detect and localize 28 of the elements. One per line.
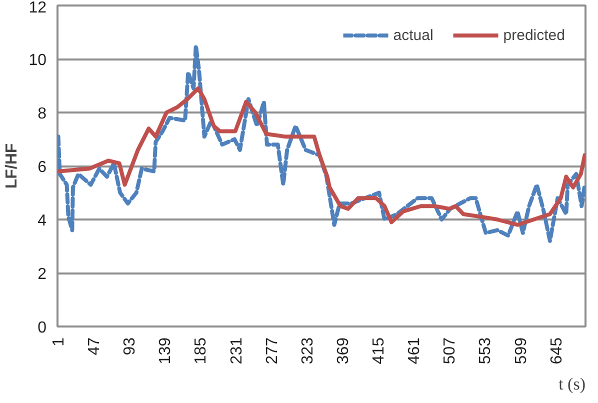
- line-series: [58, 86, 586, 227]
- y-tick-label: 2: [38, 266, 47, 283]
- legend-label: actual: [393, 26, 434, 44]
- x-tick-label: 461: [406, 337, 424, 364]
- x-tick-label: 231: [228, 337, 246, 364]
- y-tick-label: 12: [28, 0, 47, 16]
- y-tick-label: 8: [38, 106, 47, 122]
- x-tick-label: 507: [442, 337, 459, 364]
- x-tick-label: 1: [50, 337, 68, 346]
- x-tick-label: 47: [86, 337, 104, 356]
- y-tick-label: 0: [38, 320, 47, 336]
- x-tick-label: 369: [334, 337, 352, 364]
- x-tick-label: 553: [477, 337, 494, 364]
- x-tick-label: 645: [548, 337, 566, 364]
- legend-label: predicted: [503, 26, 565, 44]
- x-tick-label: 185: [192, 337, 210, 364]
- line-series: [58, 44, 586, 243]
- x-axis-title: t (s): [558, 374, 586, 394]
- y-axis-title: LF/HF: [4, 143, 21, 189]
- x-tick-label: 139: [157, 337, 174, 364]
- y-tick-label: 4: [38, 212, 47, 230]
- x-tick-label: 93: [122, 337, 139, 356]
- x-tick-label: 323: [299, 337, 316, 364]
- x-tick-label: 277: [264, 337, 281, 364]
- y-tick-label: 10: [28, 52, 47, 69]
- x-tick-label: 599: [512, 337, 530, 364]
- x-tick-label: 415: [370, 337, 388, 364]
- y-tick-label: 6: [38, 159, 47, 176]
